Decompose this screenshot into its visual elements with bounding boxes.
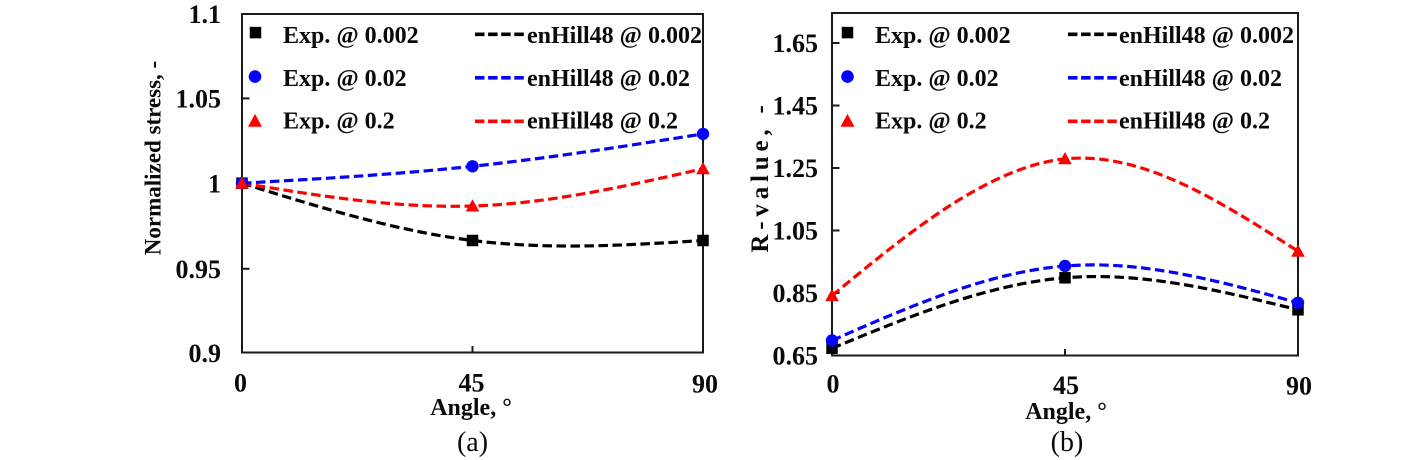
svg-text:0.9: 0.9 — [189, 339, 222, 368]
svg-text:(a): (a) — [457, 427, 488, 458]
svg-text:Exp. @ 0.002: Exp. @ 0.002 — [875, 23, 1011, 49]
svg-text:0.65: 0.65 — [773, 342, 819, 371]
svg-text:Exp. @ 0.02: Exp. @ 0.02 — [283, 66, 407, 92]
svg-text:R-value, -: R-value, - — [747, 100, 774, 252]
svg-text:1.1: 1.1 — [189, 0, 222, 29]
svg-text:(b): (b) — [1051, 427, 1084, 458]
svg-text:enHill48 @ 0.2: enHill48 @ 0.2 — [527, 109, 678, 135]
svg-text:0: 0 — [234, 369, 247, 398]
svg-text:0.95: 0.95 — [176, 255, 222, 284]
svg-text:90: 90 — [1286, 372, 1312, 401]
svg-text:enHill48 @ 0.02: enHill48 @ 0.02 — [1119, 66, 1282, 92]
svg-text:enHill48 @ 0.002: enHill48 @ 0.002 — [527, 23, 702, 49]
svg-text:0: 0 — [827, 370, 840, 399]
svg-text:enHill48 @ 0.02: enHill48 @ 0.02 — [527, 66, 690, 92]
svg-text:Angle, °: Angle, ° — [430, 395, 512, 421]
svg-text:Exp. @ 0.2: Exp. @ 0.2 — [283, 109, 395, 135]
svg-text:1.25: 1.25 — [773, 154, 819, 183]
svg-text:Exp. @ 0.02: Exp. @ 0.02 — [875, 66, 999, 92]
svg-text:1.65: 1.65 — [773, 29, 819, 58]
svg-text:45: 45 — [1053, 371, 1079, 400]
svg-text:0.85: 0.85 — [773, 279, 819, 308]
svg-text:Angle, °: Angle, ° — [1025, 399, 1107, 425]
svg-text:90: 90 — [692, 370, 718, 399]
svg-text:45: 45 — [459, 369, 485, 398]
svg-text:1: 1 — [208, 170, 221, 199]
svg-text:1.45: 1.45 — [773, 92, 819, 121]
svg-text:Exp. @ 0.002: Exp. @ 0.002 — [283, 23, 419, 49]
svg-text:1.05: 1.05 — [176, 84, 222, 113]
svg-text:Exp. @ 0.2: Exp. @ 0.2 — [875, 109, 987, 135]
svg-text:1.05: 1.05 — [773, 217, 819, 246]
svg-text:Normalized stress, -: Normalized stress, - — [141, 61, 166, 255]
svg-text:enHill48 @ 0.002: enHill48 @ 0.002 — [1119, 23, 1294, 49]
svg-text:enHill48 @ 0.2: enHill48 @ 0.2 — [1119, 109, 1270, 135]
